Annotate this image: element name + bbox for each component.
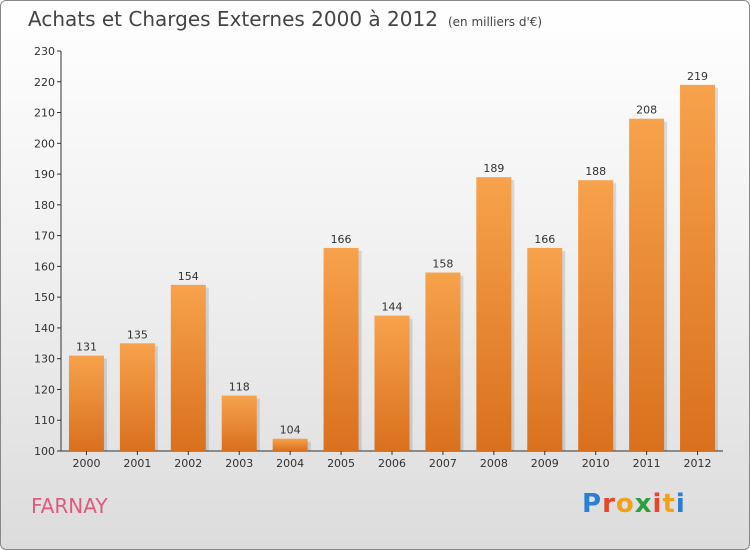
logo-letter: x [634,489,653,519]
x-tick-label: 2006 [378,457,406,470]
data-label: 208 [636,104,657,117]
data-label: 166 [331,233,352,246]
data-label: 219 [687,70,708,83]
data-label: 131 [76,341,97,354]
bar [272,438,308,451]
y-tick-label: 210 [34,107,55,120]
unit-text: (en milliers d'€) [447,15,543,29]
y-tick-label: 170 [34,230,55,243]
bar [527,247,563,451]
data-label: 189 [483,162,504,175]
chart-title: Achats et Charges Externes 2000 à 2012 (e… [28,7,542,31]
bar [170,284,206,451]
x-tick-label: 2001 [123,457,151,470]
logo-letter: i [675,489,686,519]
bar [476,177,512,451]
y-tick-label: 150 [34,291,55,304]
y-tick-label: 200 [34,137,55,150]
bar [374,315,410,451]
data-label: 154 [178,270,199,283]
y-tick-label: 100 [34,445,55,458]
proxiti-logo: Proxiti [582,489,686,519]
city-name: FARNAY [31,494,108,518]
data-labels: 131 135 154 118 104 166 144 158 189 166 188 208 219 [76,70,708,437]
data-label: 118 [229,381,250,394]
x-tick-label: 2002 [174,457,202,470]
data-label: 144 [382,301,403,314]
y-tick-label: 110 [34,414,55,427]
x-tick-label: 2003 [225,457,253,470]
bar [680,84,716,451]
bar [68,355,104,451]
bars [68,84,719,451]
logo-letter: r [602,489,616,519]
x-tick-label: 2009 [531,457,559,470]
x-tick-label: 2004 [276,457,304,470]
bar [323,247,359,451]
bar [578,180,614,451]
logo-letter: o [615,489,635,519]
x-tick-label: 2007 [429,457,457,470]
y-tick-label: 220 [34,76,55,89]
x-tick-label: 2012 [684,457,712,470]
bar [425,272,461,451]
x-tick-label: 2011 [633,457,661,470]
y-tick-label: 180 [34,199,55,212]
y-tick-label: 130 [34,353,55,366]
x-tick-label: 2008 [480,457,508,470]
y-tick-label: 140 [34,322,55,335]
x-tick-label: 2000 [72,457,100,470]
axes: 100 110 120 130 140 150 160 170 180 190 200 210 220 2… [34,45,723,470]
logo-letter: P [582,489,603,519]
data-label: 135 [127,328,148,341]
x-tick-label: 2010 [582,457,610,470]
bar [119,343,155,451]
title-text: Achats et Charges Externes 2000 à 2012 [28,7,438,31]
y-tick-label: 230 [34,45,55,58]
bar [221,395,257,451]
data-label: 158 [432,258,453,271]
y-tick-label: 160 [34,260,55,273]
y-tick-label: 120 [34,383,55,396]
bar [629,118,665,451]
y-tick-label: 190 [34,168,55,181]
x-tick-label: 2005 [327,457,355,470]
logo-letter: i [652,489,663,519]
data-label: 166 [534,233,555,246]
data-label: 104 [280,424,301,437]
logo-letter: t [662,489,676,519]
data-label: 188 [585,165,606,178]
